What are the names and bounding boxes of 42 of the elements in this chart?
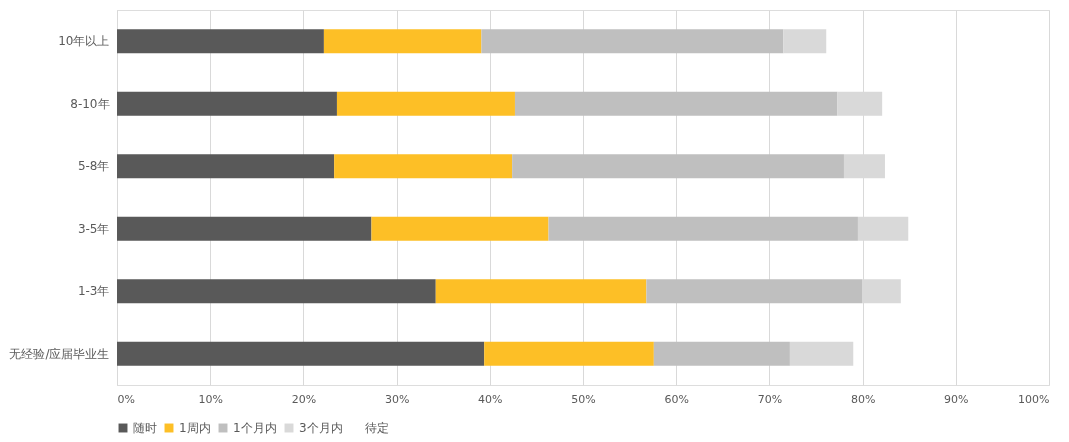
y-tick-label: 8-10年 (70, 96, 110, 111)
bar (783, 29, 827, 54)
bar (548, 216, 858, 241)
x-tick-label: 100% (1018, 392, 1050, 406)
legend-label: 随时 (133, 421, 157, 435)
bar (789, 341, 854, 366)
bar (435, 279, 647, 304)
bar (117, 216, 372, 241)
legend-label: 1周内 (179, 421, 211, 435)
y-tick-label: 无经验/应届毕业生 (9, 346, 110, 361)
x-tick-label: 10% (198, 392, 223, 406)
bar (514, 91, 838, 116)
x-tick-label: 80% (850, 392, 876, 406)
bar (481, 29, 784, 54)
bar (117, 91, 337, 116)
x-tick-label: 30% (384, 392, 410, 406)
y-tick-label: 10年以上 (58, 34, 110, 49)
bar (371, 216, 549, 241)
bar (117, 341, 485, 366)
y-tick-label: 3-5年 (77, 221, 110, 236)
bar (323, 29, 482, 54)
x-tick-label: 20% (291, 392, 317, 406)
bar (334, 154, 513, 179)
x-tick-label: 70% (757, 392, 783, 406)
legend-label: 3个月内 (299, 421, 343, 435)
bar (117, 29, 324, 54)
bar (653, 341, 790, 366)
bar (117, 154, 335, 179)
bar (512, 154, 844, 179)
y-tick-label: 1-3年 (77, 284, 110, 299)
bar (484, 341, 654, 366)
bar (117, 279, 436, 304)
x-tick-label: 40% (478, 392, 503, 406)
y-tick-label: 5-8年 (77, 159, 110, 174)
legend-label: 1个月内 (233, 421, 277, 435)
x-tick-label: 0% (117, 392, 135, 406)
text: 待定 (365, 421, 389, 435)
x-tick-label: 50% (571, 392, 596, 406)
x-tick-label: 60% (664, 392, 689, 406)
bar (646, 279, 863, 304)
bar (336, 91, 515, 116)
x-tick-label: 90% (944, 392, 969, 406)
